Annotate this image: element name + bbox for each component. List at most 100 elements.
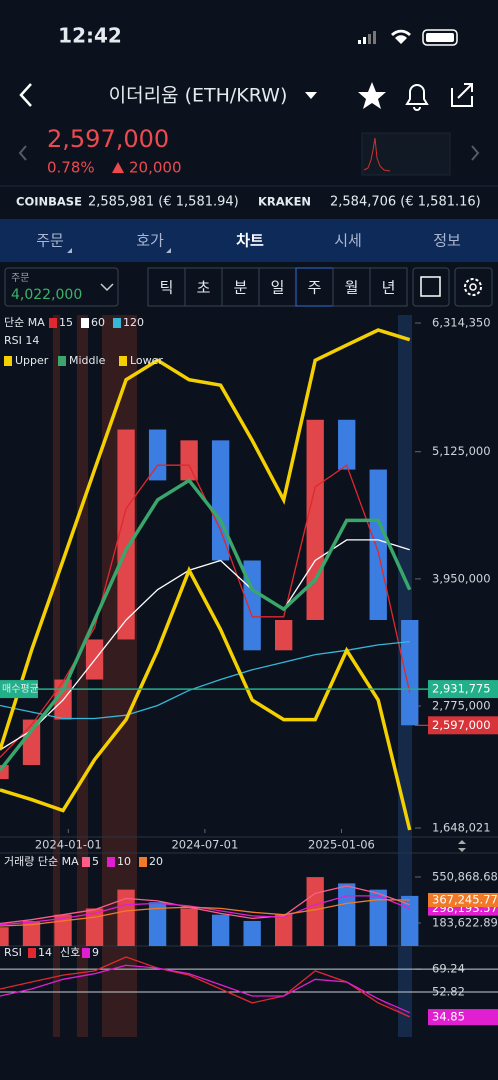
last-value-label: 34.85 (432, 1010, 465, 1024)
volume-bar (117, 889, 135, 946)
period-button[interactable] (332, 267, 371, 307)
legend-label: Upper (15, 354, 49, 367)
order-dropdown[interactable] (100, 283, 114, 292)
candle (369, 469, 387, 620)
period-button[interactable] (184, 267, 223, 307)
volume-bar (211, 914, 230, 946)
last-price-label: 2,597,000 (432, 718, 491, 732)
legend-swatch (81, 318, 89, 328)
settings-button[interactable] (454, 267, 493, 307)
settings-icon (464, 278, 482, 296)
order-label: 주문 (11, 272, 29, 284)
last-value-label: 367,245.771 (432, 892, 498, 906)
bollinger-line (0, 328, 411, 751)
volume-bar (180, 908, 198, 946)
tab[interactable]: 시세 (334, 232, 362, 250)
next-coin[interactable] (471, 145, 480, 161)
candle (117, 429, 135, 640)
period-label: 일 (271, 279, 285, 297)
current-price: 2,597,000 (47, 125, 169, 153)
legend-title: 단순 MA (4, 316, 45, 329)
period-label: 초 (197, 279, 211, 297)
tab-active[interactable]: 차트 (236, 232, 264, 250)
x-tick-label: 2025-01-06 (308, 838, 375, 852)
tab[interactable]: 호가 (136, 232, 164, 250)
period-label: 월 (345, 279, 359, 297)
exchange-quote: 2,585,981 (€ 1,581.94) (88, 195, 239, 210)
change-amount: 20,000 (129, 159, 182, 177)
charts: 6,314,350 5,125,000 3,950,000 2,775,000 1,64… (0, 316, 498, 1026)
legend-swatch (28, 948, 36, 958)
panel-resize[interactable] (458, 840, 466, 852)
y-tick-label: 2,775,000 (432, 699, 491, 713)
candle (306, 419, 324, 620)
legend-label: 10 (117, 855, 131, 868)
candle (180, 440, 198, 481)
period-button[interactable] (147, 267, 186, 307)
legend-swatch (139, 857, 147, 867)
period-label: 틱 (160, 279, 174, 297)
tab-bar (0, 219, 498, 262)
last-value-box (428, 1009, 498, 1026)
exchange-quote: 2,584,706 (€ 1,581.16) (330, 195, 481, 210)
legend-swatch (82, 857, 90, 867)
legend-label: 14 (38, 946, 52, 959)
y-tick-label: 5,125,000 (432, 444, 491, 458)
volume-ma-line (0, 899, 410, 927)
legend-label: Lower (130, 354, 163, 367)
status-time: 12:42 (58, 24, 122, 48)
candle (148, 429, 167, 481)
alarm-icon[interactable] (405, 84, 429, 111)
legend-swatch (58, 356, 66, 366)
bollinger-line (0, 566, 412, 831)
y-tick-label: 183,622.896 (432, 915, 498, 929)
y-tick-label: 52.82 (432, 985, 465, 999)
volume-bar (148, 902, 167, 946)
tab[interactable]: 정보 (433, 232, 461, 250)
legend-title: 거래량 단순 MA (4, 855, 79, 868)
buy-average-tag (0, 680, 38, 699)
header-title: 이더리움 (ETH/KRW) (109, 85, 288, 107)
period-button[interactable] (221, 267, 260, 307)
volume-ma-line (0, 885, 410, 925)
exchange-name: COINBASE (16, 195, 82, 209)
draw-button[interactable] (412, 267, 450, 307)
title-dropdown[interactable] (305, 92, 317, 99)
legend-label: 신호 (60, 946, 80, 959)
rsi-signal-line (0, 964, 410, 1018)
draw-icon (420, 276, 441, 297)
prev-coin[interactable] (18, 145, 27, 161)
period-button[interactable] (258, 267, 297, 307)
candle (401, 619, 419, 726)
legend-swatch (119, 356, 127, 366)
share-icon[interactable] (451, 83, 473, 107)
period-button[interactable] (369, 267, 408, 307)
volume-bar (275, 914, 293, 946)
tab[interactable]: 주문 (36, 232, 64, 250)
legend-title: RSI (4, 946, 22, 959)
change-percent: 0.78% (47, 159, 95, 177)
legend-label: 5 (92, 855, 99, 868)
period-button[interactable] (295, 267, 334, 307)
favorite-icon[interactable] (358, 82, 386, 109)
legend-swatch (49, 318, 57, 328)
legend-label: 20 (149, 855, 163, 868)
legend-title: RSI 14 (4, 334, 39, 347)
rsi-line (0, 956, 410, 1018)
exchange-name: KRAKEN (258, 195, 311, 209)
candle (0, 765, 9, 780)
up-arrow (112, 162, 124, 173)
mini-chart-line (363, 137, 391, 172)
status-icons (358, 29, 458, 46)
last-value-box (428, 892, 498, 907)
volume-bar (306, 877, 324, 946)
buy-average-box (428, 680, 498, 699)
order-box[interactable] (4, 267, 119, 307)
legend-label: 60 (91, 316, 105, 329)
legend-label: 9 (92, 946, 99, 959)
bollinger-line (0, 478, 412, 772)
back-button[interactable] (19, 83, 32, 107)
